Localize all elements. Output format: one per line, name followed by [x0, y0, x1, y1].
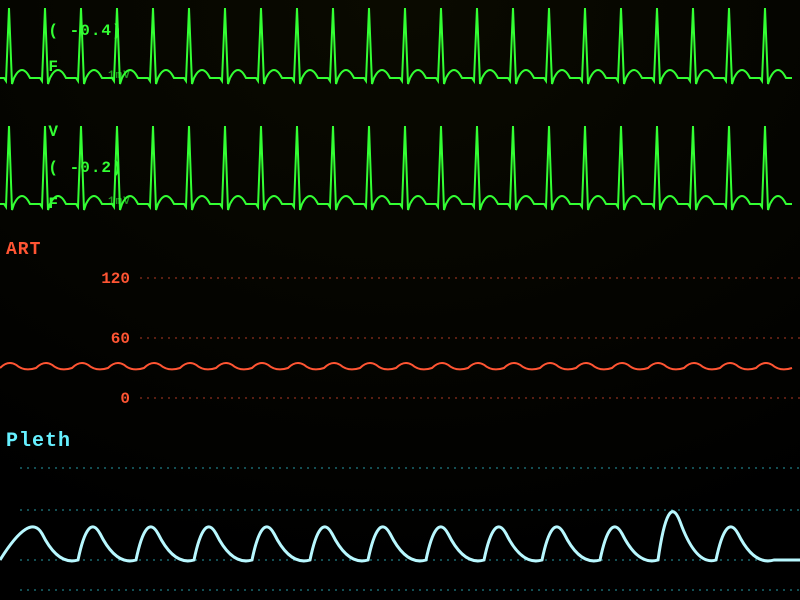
art-grid — [140, 278, 800, 398]
vital-signs-monitor: ( -0.4) F 1mV V ( -0.2) F 1mV ART 120 60… — [0, 0, 800, 600]
art-waveform — [0, 363, 792, 369]
pleth-waveform — [0, 512, 800, 561]
ecg1-waveform — [0, 8, 792, 84]
waveform-canvas — [0, 0, 800, 600]
ecg2-waveform — [0, 126, 792, 210]
